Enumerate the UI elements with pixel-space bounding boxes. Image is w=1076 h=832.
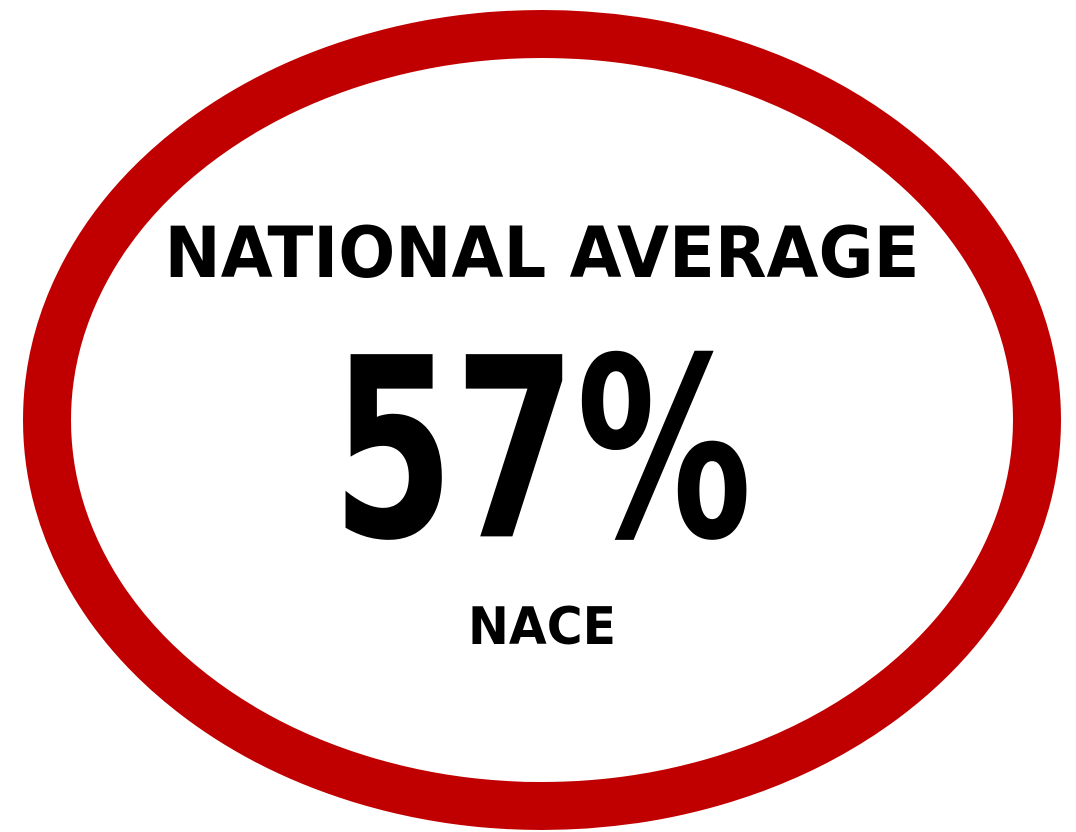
- badge-source: NACE: [468, 597, 616, 657]
- badge-value: 57%: [332, 304, 752, 595]
- badge-ring: [23, 10, 1061, 830]
- badge-heading: NATIONAL AVERAGE: [165, 212, 920, 294]
